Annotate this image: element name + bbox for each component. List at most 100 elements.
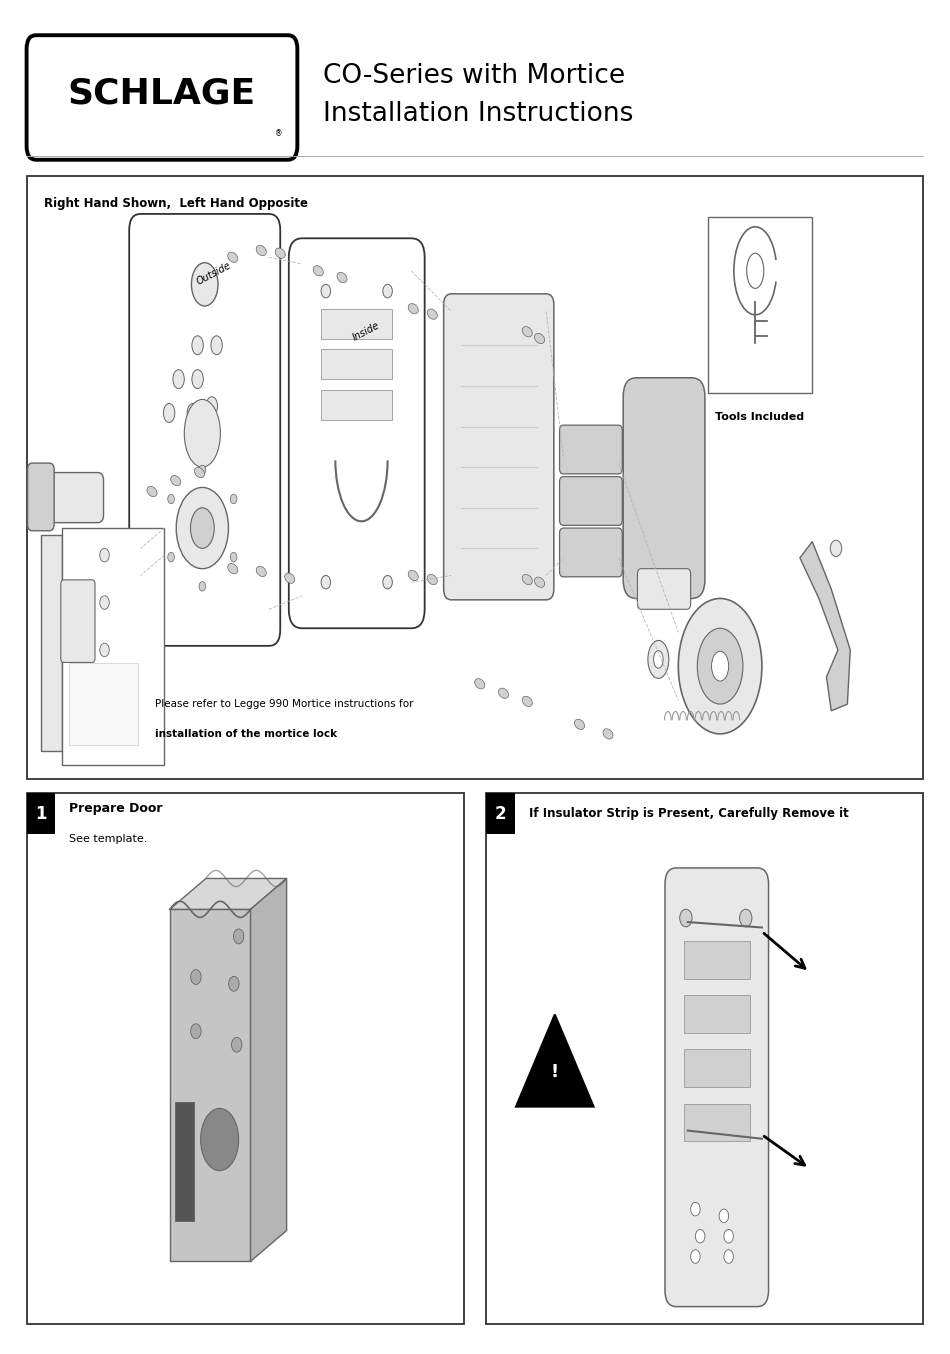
Ellipse shape <box>314 265 323 276</box>
Polygon shape <box>251 879 287 1262</box>
Ellipse shape <box>195 467 204 478</box>
Ellipse shape <box>719 1209 729 1223</box>
Ellipse shape <box>168 494 175 504</box>
Text: ®: ® <box>275 129 282 138</box>
Ellipse shape <box>724 1250 733 1263</box>
Bar <box>69 663 138 745</box>
FancyBboxPatch shape <box>30 473 104 523</box>
Bar <box>486 793 923 1324</box>
Text: See template.: See template. <box>69 834 148 844</box>
Ellipse shape <box>211 336 222 355</box>
Text: If Insulator Strip is Present, Carefully Remove it: If Insulator Strip is Present, Carefully… <box>529 807 849 821</box>
Ellipse shape <box>256 566 266 577</box>
Ellipse shape <box>697 628 743 704</box>
Text: Prepare Door: Prepare Door <box>69 803 162 815</box>
Bar <box>486 793 515 834</box>
Ellipse shape <box>522 326 532 337</box>
Bar <box>321 349 392 379</box>
Polygon shape <box>800 542 850 711</box>
Text: Inside: Inside <box>351 321 381 343</box>
Ellipse shape <box>654 650 663 669</box>
Ellipse shape <box>678 598 762 734</box>
Ellipse shape <box>234 929 244 944</box>
Ellipse shape <box>100 548 109 562</box>
FancyBboxPatch shape <box>560 477 622 525</box>
Text: Right Hand Shown,  Left Hand Opposite: Right Hand Shown, Left Hand Opposite <box>44 196 308 210</box>
Ellipse shape <box>695 1229 705 1243</box>
Text: Please refer to Legge 990 Mortice instructions for: Please refer to Legge 990 Mortice instru… <box>155 699 413 709</box>
FancyBboxPatch shape <box>623 378 705 598</box>
Ellipse shape <box>173 370 184 389</box>
Ellipse shape <box>192 336 203 355</box>
Bar <box>321 309 392 338</box>
Ellipse shape <box>747 253 764 288</box>
Ellipse shape <box>229 976 239 991</box>
Ellipse shape <box>321 284 331 298</box>
Ellipse shape <box>285 573 294 584</box>
Ellipse shape <box>680 910 692 926</box>
Ellipse shape <box>184 399 220 467</box>
FancyBboxPatch shape <box>637 569 691 609</box>
Ellipse shape <box>475 678 484 689</box>
Ellipse shape <box>535 577 544 588</box>
Text: 1: 1 <box>35 804 47 823</box>
Ellipse shape <box>712 651 729 681</box>
Bar <box>27 793 55 834</box>
Bar <box>684 1104 750 1141</box>
Bar <box>708 217 812 393</box>
Ellipse shape <box>648 640 669 678</box>
Ellipse shape <box>830 540 842 556</box>
Ellipse shape <box>499 688 508 699</box>
Ellipse shape <box>337 272 347 283</box>
Bar <box>41 535 62 751</box>
Ellipse shape <box>724 1229 733 1243</box>
Ellipse shape <box>177 487 229 569</box>
Ellipse shape <box>191 1024 201 1039</box>
Ellipse shape <box>232 1037 242 1052</box>
Ellipse shape <box>522 696 532 707</box>
Ellipse shape <box>408 303 418 314</box>
Text: SCHLAGE: SCHLAGE <box>67 76 256 111</box>
Ellipse shape <box>200 1109 238 1171</box>
Ellipse shape <box>535 333 544 344</box>
FancyBboxPatch shape <box>444 294 554 600</box>
Ellipse shape <box>691 1250 700 1263</box>
Ellipse shape <box>192 370 203 389</box>
Ellipse shape <box>321 575 331 589</box>
Ellipse shape <box>383 284 392 298</box>
Ellipse shape <box>163 403 175 422</box>
Ellipse shape <box>81 724 90 738</box>
Ellipse shape <box>100 643 109 657</box>
Ellipse shape <box>191 969 201 984</box>
Ellipse shape <box>522 574 532 585</box>
Ellipse shape <box>428 574 437 585</box>
Polygon shape <box>170 879 287 910</box>
Ellipse shape <box>199 464 205 475</box>
Text: Tools Included: Tools Included <box>715 412 805 422</box>
Ellipse shape <box>739 910 751 926</box>
Ellipse shape <box>428 309 437 320</box>
Ellipse shape <box>383 575 392 589</box>
FancyBboxPatch shape <box>28 463 54 531</box>
Text: 2: 2 <box>495 804 506 823</box>
Ellipse shape <box>190 508 215 548</box>
Text: CO-Series with Mortice: CO-Series with Mortice <box>323 62 625 89</box>
Bar <box>684 1049 750 1087</box>
Ellipse shape <box>168 552 175 562</box>
Ellipse shape <box>276 248 285 259</box>
Text: !: ! <box>551 1063 559 1080</box>
Bar <box>684 995 750 1033</box>
FancyBboxPatch shape <box>61 580 95 662</box>
Ellipse shape <box>100 596 109 609</box>
FancyBboxPatch shape <box>560 425 622 474</box>
Text: Installation Instructions: Installation Instructions <box>323 100 634 127</box>
Bar <box>684 941 750 979</box>
Bar <box>27 793 464 1324</box>
FancyBboxPatch shape <box>289 238 425 628</box>
Ellipse shape <box>187 403 199 422</box>
Text: Outside: Outside <box>195 260 233 287</box>
Ellipse shape <box>230 552 237 562</box>
FancyBboxPatch shape <box>27 35 297 160</box>
Ellipse shape <box>199 582 205 590</box>
Bar <box>321 390 392 420</box>
